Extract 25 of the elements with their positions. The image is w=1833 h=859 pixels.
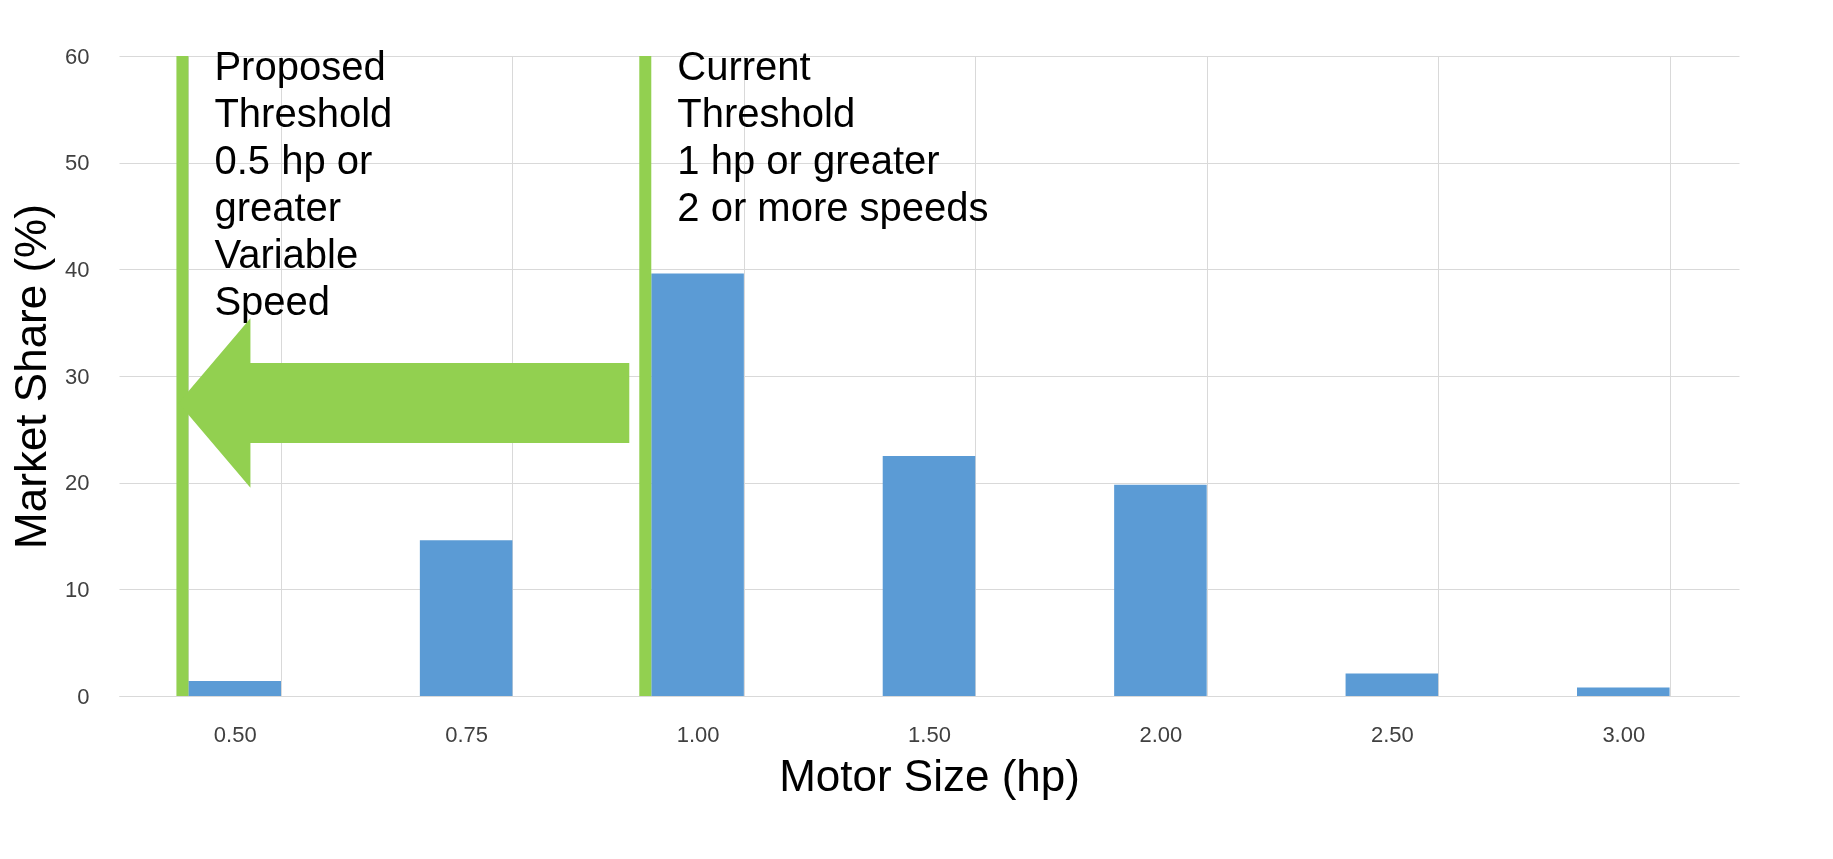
x-tick-label: 0.75 bbox=[445, 721, 489, 747]
bar bbox=[882, 456, 976, 696]
x-tick-label: 1.00 bbox=[676, 721, 720, 747]
y-tick-label: 40 bbox=[65, 256, 90, 282]
x-axis-title: Motor Size (hp) bbox=[779, 750, 1080, 800]
y-tick-label: 30 bbox=[65, 363, 90, 389]
y-tick-label: 50 bbox=[65, 150, 90, 176]
bar bbox=[419, 540, 513, 696]
bar bbox=[651, 273, 744, 696]
y-tick-label: 20 bbox=[65, 470, 90, 496]
bar bbox=[1345, 673, 1439, 696]
ref-line-label: Current Threshold 1 hp or greater 2 or more speeds bbox=[677, 44, 989, 229]
y-tick-label: 60 bbox=[65, 43, 90, 69]
x-tick-label: 3.00 bbox=[1602, 721, 1646, 747]
ref-line-label: Proposed Threshold 0.5 hp or greater Variable Speed bbox=[214, 44, 393, 323]
x-tick-label: 2.50 bbox=[1370, 721, 1414, 747]
x-tick-label: 0.50 bbox=[213, 721, 257, 747]
bar bbox=[1114, 484, 1207, 696]
bar bbox=[188, 681, 281, 696]
y-tick-label: 0 bbox=[77, 683, 90, 709]
y-axis-title: Market Share (%) bbox=[6, 204, 56, 549]
x-tick-label: 2.00 bbox=[1139, 721, 1183, 747]
y-tick-label: 10 bbox=[65, 576, 90, 602]
x-tick-label: 1.50 bbox=[908, 721, 951, 747]
bar bbox=[1577, 687, 1670, 696]
